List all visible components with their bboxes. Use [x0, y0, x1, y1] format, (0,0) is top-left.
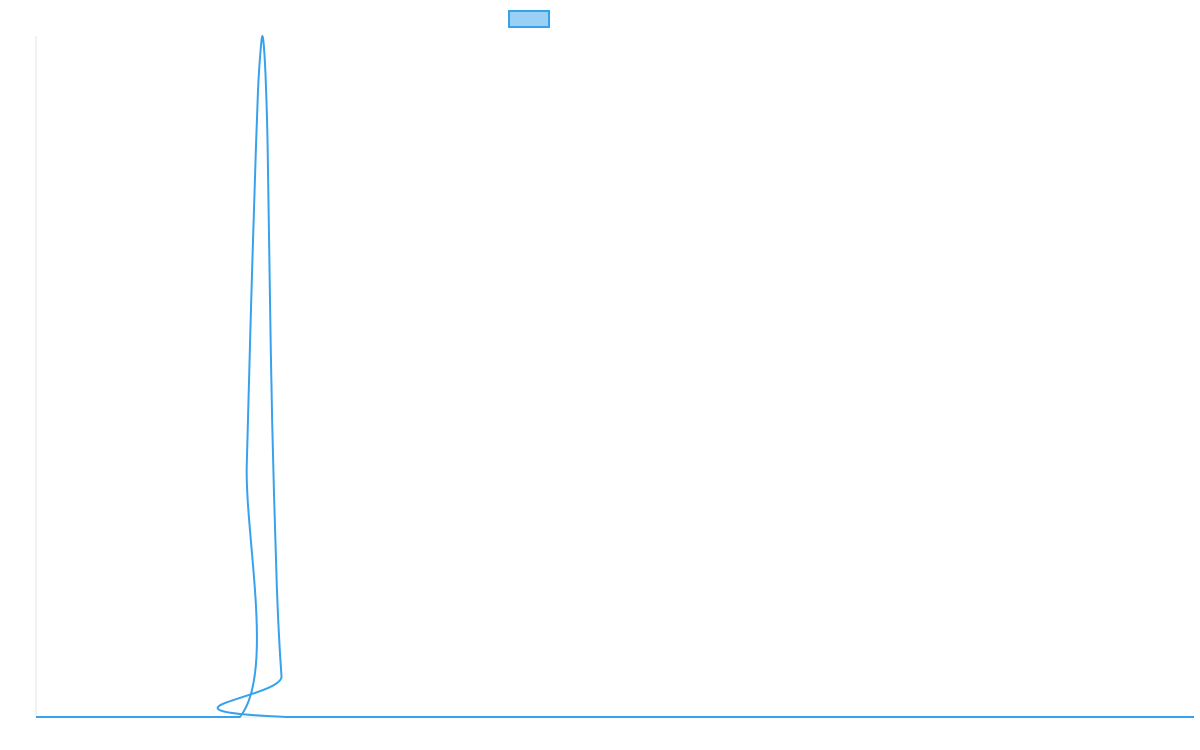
- legend-swatch[interactable]: [508, 10, 550, 28]
- series-line-0: [35, 35, 1194, 719]
- series-layer: [35, 35, 1194, 719]
